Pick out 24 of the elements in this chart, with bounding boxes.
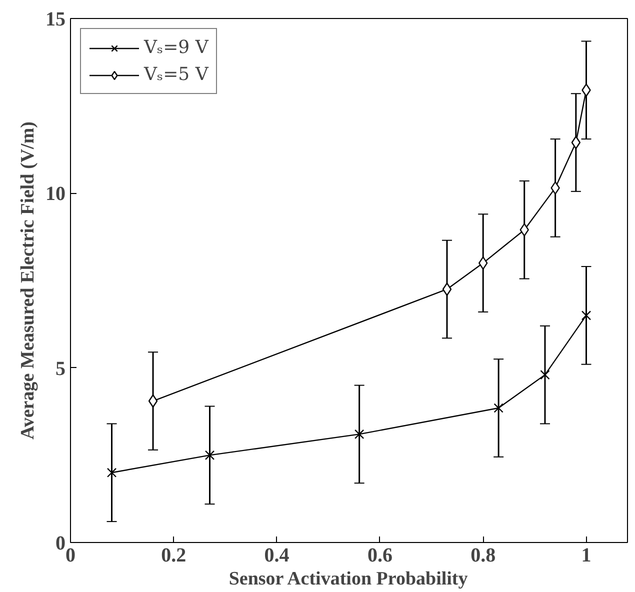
x-tick-label: 0.8 xyxy=(470,544,496,566)
point xyxy=(571,136,581,150)
point xyxy=(204,450,215,460)
legend-label: Vₛ=9 V xyxy=(144,37,208,58)
point xyxy=(494,403,504,413)
x-tick-label: 0.6 xyxy=(367,544,392,566)
point xyxy=(148,394,158,408)
point xyxy=(478,256,488,270)
point xyxy=(540,370,550,380)
point xyxy=(442,282,452,296)
y-tick-label: 5 xyxy=(56,358,66,380)
x-tick-label: 1 xyxy=(581,544,592,566)
point xyxy=(520,223,529,236)
y-tick-label: 10 xyxy=(46,183,66,206)
y-axis-title: Average Measured Electric Field (V/m) xyxy=(18,122,38,440)
y-tick-label: 15 xyxy=(46,8,66,30)
x-tick-label: 0.4 xyxy=(264,544,290,566)
point xyxy=(582,84,591,97)
point xyxy=(106,468,117,478)
point xyxy=(581,310,592,320)
x-axis-title: Sensor Activation Probability xyxy=(228,568,468,590)
point xyxy=(354,429,364,440)
x-tick-label: 0.2 xyxy=(161,544,186,566)
legend-label: Vₛ=5 V xyxy=(144,64,208,85)
